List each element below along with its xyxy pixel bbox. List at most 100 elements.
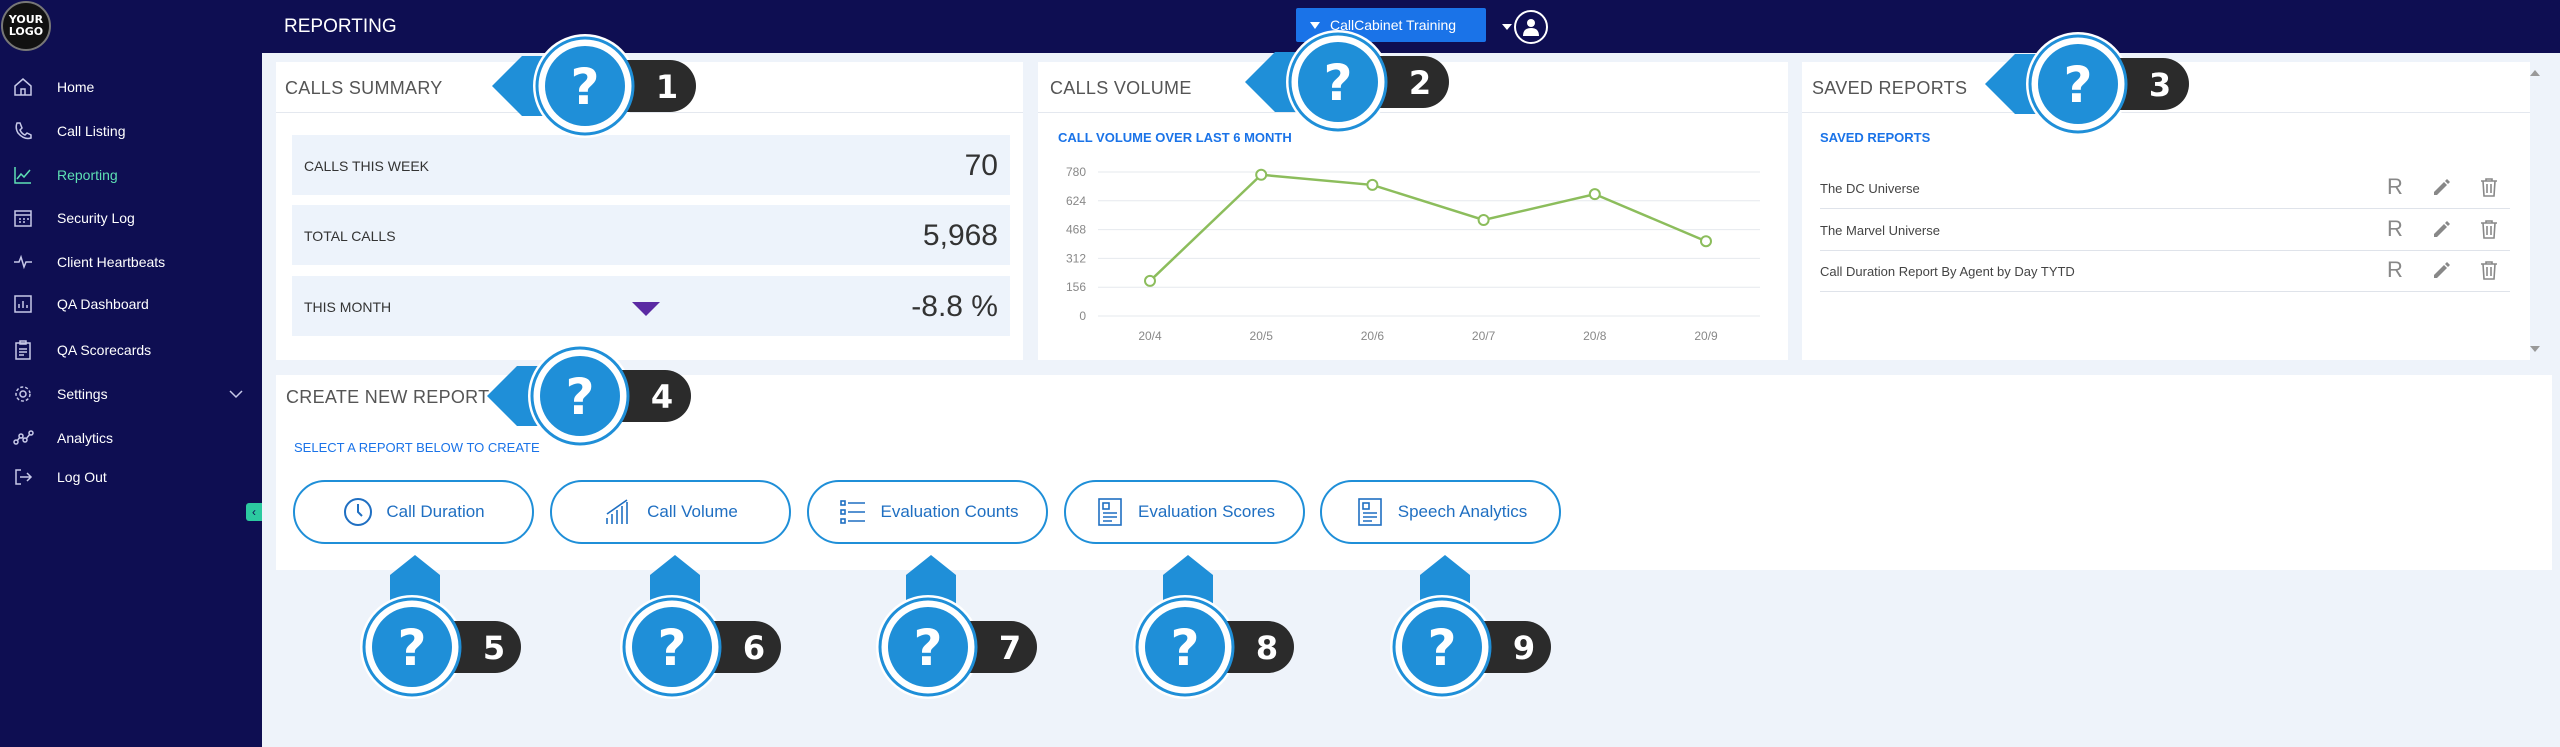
sidebar-item-security-log[interactable]: Security Log xyxy=(0,198,262,238)
page-title: REPORTING xyxy=(284,16,397,37)
sidebar-item-label: Analytics xyxy=(57,430,114,446)
callout-number: 9 xyxy=(1513,629,1535,667)
help-callout-2[interactable]: ? 2 xyxy=(1245,26,1465,142)
run-report-icon[interactable]: R xyxy=(2387,257,2403,282)
help-callout-1[interactable]: ? 1 xyxy=(492,30,712,146)
clock-icon xyxy=(342,496,374,528)
data-point xyxy=(1366,178,1379,191)
scroll-up-arrow[interactable] xyxy=(2530,70,2540,76)
speech-doc-icon xyxy=(1354,496,1386,528)
help-callout-7[interactable]: ? 7 xyxy=(871,555,1051,707)
calendar-icon xyxy=(12,207,34,229)
delete-trash-icon[interactable] xyxy=(2478,218,2500,240)
chart-icon xyxy=(12,164,34,186)
calls-volume-title: CALLS VOLUME xyxy=(1050,78,1192,98)
sidebar-item-reporting[interactable]: Reporting xyxy=(0,155,262,195)
sidebar-item-label: Home xyxy=(57,79,95,95)
sidebar-collapse-toggle[interactable]: ‹ xyxy=(246,503,262,521)
x-tick-label: 20/8 xyxy=(1583,329,1607,343)
saved-report-name[interactable]: Call Duration Report By Agent by Day TYT… xyxy=(1820,264,2075,279)
svg-text:?: ? xyxy=(1323,54,1352,112)
sidebar-item-analytics[interactable]: Analytics xyxy=(0,418,262,458)
call-volume-line-chart: 780 624 468 312 156 0 20/4 20/5 20/6 20/7 20/8 20/9 xyxy=(1066,165,1760,343)
top-bar: REPORTING CallCabinet Training xyxy=(262,0,2560,53)
calls-volume-panel: CALLS VOLUME CALL VOLUME OVER LAST 6 MON… xyxy=(1038,62,1788,360)
score-doc-icon xyxy=(1094,496,1126,528)
chevron-down-icon[interactable] xyxy=(228,386,244,402)
stat-value: 5,968 xyxy=(922,219,998,252)
evaluation-counts-button[interactable]: Evaluation Counts xyxy=(807,480,1048,544)
stat-value: 70 xyxy=(964,149,998,182)
analytics-icon xyxy=(12,427,34,449)
stat-label: CALLS THIS WEEK xyxy=(304,158,430,174)
bar-chart-icon xyxy=(603,496,635,528)
logo[interactable]: YOUR LOGO xyxy=(1,1,51,51)
x-tick-label: 20/5 xyxy=(1250,329,1274,343)
sidebar-item-label: Settings xyxy=(57,386,108,402)
callout-number: 5 xyxy=(483,629,505,667)
create-report-subtitle: SELECT A REPORT BELOW TO CREATE xyxy=(294,440,540,455)
stat-label: TOTAL CALLS xyxy=(304,228,396,244)
help-callout-6[interactable]: ? 6 xyxy=(615,555,795,707)
button-label: Speech Analytics xyxy=(1397,502,1528,521)
data-point xyxy=(1255,168,1268,181)
help-callout-4[interactable]: ? 4 xyxy=(487,340,707,456)
svg-text:?: ? xyxy=(657,619,686,677)
edit-pencil-icon[interactable] xyxy=(2430,218,2452,240)
saved-report-name[interactable]: The Marvel Universe xyxy=(1820,223,1940,238)
sidebar-item-log-out[interactable]: Log Out xyxy=(0,457,262,497)
callout-number: 2 xyxy=(1409,64,1431,102)
account-label: CallCabinet Training xyxy=(1330,17,1457,33)
stat-total-calls: TOTAL CALLS 5,968 xyxy=(292,205,1010,265)
callout-number: 3 xyxy=(2149,66,2171,104)
sidebar-item-label: QA Scorecards xyxy=(57,342,152,358)
sidebar-item-qa-scorecards[interactable]: QA Scorecards xyxy=(0,330,262,370)
help-callout-3[interactable]: ? 3 xyxy=(1985,28,2205,144)
help-callout-9[interactable]: ? 9 xyxy=(1385,555,1565,707)
x-tick-label: 20/7 xyxy=(1472,329,1496,343)
saved-report-row[interactable]: The DC Universe R xyxy=(1820,167,2510,209)
svg-text:?: ? xyxy=(1170,619,1199,677)
saved-reports-title: SAVED REPORTS xyxy=(1812,78,1968,98)
saved-report-row[interactable]: The Marvel Universe R xyxy=(1820,209,2510,251)
call-duration-button[interactable]: Call Duration xyxy=(293,480,534,544)
stat-this-month: THIS MONTH -8.8 % xyxy=(292,276,1010,336)
caret-down-icon xyxy=(1310,21,1320,29)
sidebar-item-settings[interactable]: Settings xyxy=(0,374,262,414)
divider xyxy=(1038,112,1788,113)
saved-report-name[interactable]: The DC Universe xyxy=(1820,181,1920,196)
run-report-icon[interactable]: R xyxy=(2387,174,2403,199)
y-tick-label: 780 xyxy=(1066,165,1086,179)
help-callout-8[interactable]: ? 8 xyxy=(1128,555,1308,707)
button-label: Call Volume xyxy=(647,502,738,521)
saved-report-row[interactable]: Call Duration Report By Agent by Day TYT… xyxy=(1820,250,2510,292)
evaluation-scores-button[interactable]: Evaluation Scores xyxy=(1064,480,1305,544)
sidebar-item-label: QA Dashboard xyxy=(57,296,149,312)
x-tick-label: 20/6 xyxy=(1361,329,1385,343)
sidebar-item-label: Log Out xyxy=(57,469,107,485)
sidebar: YOUR LOGO Home Call Listing Reporting Se… xyxy=(0,0,262,747)
sidebar-item-label: Client Heartbeats xyxy=(57,254,166,270)
x-tick-label: 20/4 xyxy=(1138,329,1162,343)
edit-pencil-icon[interactable] xyxy=(2430,259,2452,281)
edit-pencil-icon[interactable] xyxy=(2430,176,2452,198)
delete-trash-icon[interactable] xyxy=(2478,176,2500,198)
callout-number: 1 xyxy=(656,68,678,106)
sidebar-item-call-listing[interactable]: Call Listing xyxy=(0,111,262,151)
sidebar-item-client-heartbeats[interactable]: Client Heartbeats xyxy=(0,242,262,282)
divider xyxy=(276,112,1023,113)
speech-analytics-button[interactable]: Speech Analytics xyxy=(1320,480,1561,544)
delete-trash-icon[interactable] xyxy=(2478,259,2500,281)
scroll-down-arrow[interactable] xyxy=(2530,346,2540,352)
sidebar-item-qa-dashboard[interactable]: QA Dashboard xyxy=(0,284,262,324)
user-avatar[interactable] xyxy=(1514,10,1548,44)
run-report-icon[interactable]: R xyxy=(2387,216,2403,241)
help-callout-5[interactable]: ? 5 xyxy=(355,555,535,707)
logo-text: YOUR LOGO xyxy=(8,13,44,38)
sidebar-item-home[interactable]: Home xyxy=(0,67,262,107)
y-tick-label: 468 xyxy=(1066,223,1086,237)
y-tick-label: 0 xyxy=(1079,309,1086,323)
user-menu-caret-icon[interactable] xyxy=(1502,24,1512,30)
saved-reports-panel: SAVED REPORTS SAVED REPORTS The DC Unive… xyxy=(1802,62,2530,360)
call-volume-button[interactable]: Call Volume xyxy=(550,480,791,544)
